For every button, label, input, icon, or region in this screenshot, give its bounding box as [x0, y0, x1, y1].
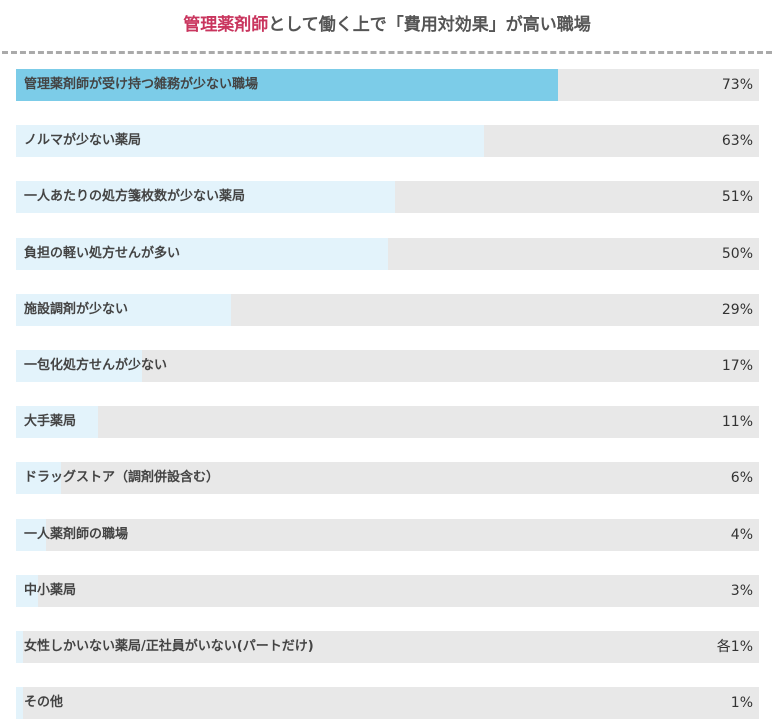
bar-value-label: 73% [721, 77, 753, 93]
bar [16, 181, 395, 213]
bar [16, 238, 388, 270]
bar-label: 女性しかいない薬局/正社員がいない(パートだけ) [24, 639, 314, 654]
bar-value-label: 1% [730, 695, 753, 711]
bar-label: 管理薬剤師が受け持つ雑務が少ない職場 [24, 77, 259, 92]
bar-track [16, 631, 759, 663]
bar-row: ドラッグストア（調剤併設含む） 6% [16, 462, 759, 494]
title-divider [2, 51, 772, 54]
bar-value-label: 各1% [716, 639, 753, 655]
bar-label: 中小薬局 [24, 583, 77, 598]
bar-row: 負担の軽い処方せんが多い 50% [16, 238, 759, 270]
bar [16, 631, 23, 663]
bar-value-label: 63% [721, 133, 753, 149]
bar [16, 125, 484, 157]
bar-row: 一包化処方せんが少ない 17% [16, 350, 759, 382]
bar-track [16, 462, 759, 494]
bar-row: 一人あたりの処方箋枚数が少ない薬局 51% [16, 181, 759, 213]
bar-value-label: 17% [721, 358, 753, 374]
bar-row: 施設調剤が少ない 29% [16, 294, 759, 326]
bar-value-label: 51% [721, 189, 753, 205]
bar-value-label: 4% [730, 527, 753, 543]
bar-track [16, 406, 759, 438]
bar-row: ノルマが少ない薬局 63% [16, 125, 759, 157]
bar [16, 687, 23, 719]
chart-title-rest: として働く上で「費用対効果」が高い職場 [268, 15, 591, 35]
bar-label: 施設調剤が少ない [24, 302, 129, 317]
bar-row: 一人薬剤師の職場 4% [16, 519, 759, 551]
bar [16, 350, 142, 382]
bar-track [16, 519, 759, 551]
bar-label: 一人薬剤師の職場 [24, 527, 129, 542]
chart-title-highlight: 管理薬剤師 [183, 15, 269, 35]
bar-row: 管理薬剤師が受け持つ雑務が少ない職場 73% [16, 69, 759, 101]
bar-track [16, 687, 759, 719]
bar-value-label: 50% [721, 246, 753, 262]
bar-value-label: 11% [721, 414, 753, 430]
bar-label: 一人あたりの処方箋枚数が少ない薬局 [24, 189, 246, 204]
bar-label: ドラッグストア（調剤併設含む） [24, 470, 220, 485]
bar [16, 69, 558, 101]
bar [16, 519, 46, 551]
bar [16, 575, 38, 607]
bar [16, 294, 231, 326]
bar-label: その他 [24, 695, 64, 710]
bar-value-label: 3% [730, 583, 753, 599]
bar-row: 女性しかいない薬局/正社員がいない(パートだけ) 各1% [16, 631, 759, 663]
bar [16, 406, 98, 438]
bar-row: 中小薬局 3% [16, 575, 759, 607]
chart-title: 管理薬剤師として働く上で「費用対効果」が高い職場 [0, 10, 774, 35]
bar-track [16, 575, 759, 607]
bar-row: 大手薬局 11% [16, 406, 759, 438]
bar [16, 462, 61, 494]
bar-value-label: 29% [721, 302, 753, 318]
bar-label: 負担の軽い処方せんが多い [24, 246, 181, 261]
bar-row: その他 1% [16, 687, 759, 719]
bar-label: 一包化処方せんが少ない [24, 358, 168, 373]
bar-label: ノルマが少ない薬局 [24, 133, 142, 148]
bar-value-label: 6% [730, 470, 753, 486]
bar-label: 大手薬局 [24, 414, 77, 429]
